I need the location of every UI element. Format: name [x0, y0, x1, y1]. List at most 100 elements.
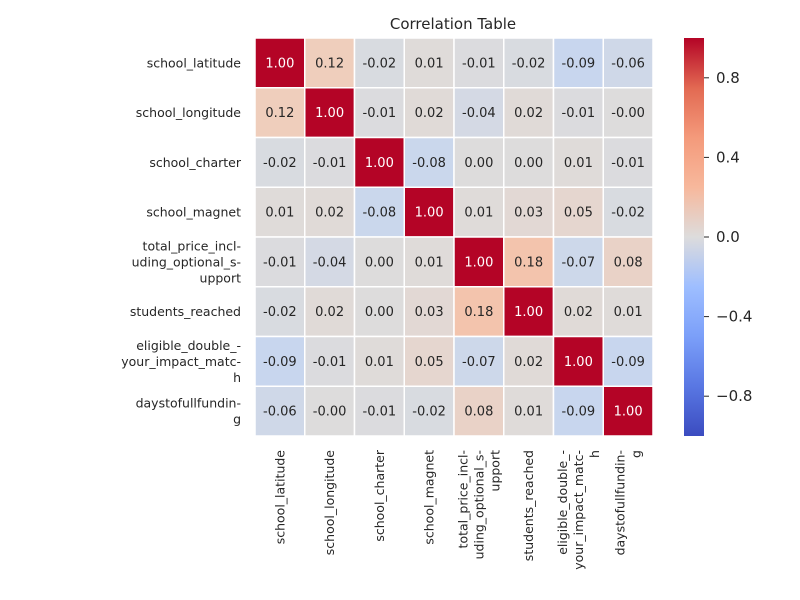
heatmap-cell — [503, 335, 555, 387]
heatmap-cell — [602, 87, 654, 139]
column-label: total_price_incl- — [455, 450, 470, 548]
row-labels: school_latitude school_longitude school_ch… — [121, 55, 242, 426]
heatmap-cell — [453, 335, 505, 387]
row-label: g — [233, 412, 241, 427]
column-label: school_magnet — [422, 450, 437, 545]
cell-value-label: -0.02 — [263, 305, 297, 320]
cell-value-label: -0.00 — [611, 106, 645, 121]
cell-value-label: 0.00 — [365, 305, 394, 320]
cell-value-label: -0.08 — [363, 206, 397, 221]
row-label: eligible_double_- — [136, 338, 241, 353]
cell-value-label: -0.08 — [412, 156, 446, 171]
heatmap-cell — [403, 236, 455, 288]
heatmap-cell — [602, 385, 654, 437]
cell-value-label: -0.02 — [611, 206, 645, 221]
cell-value-label: 0.02 — [415, 106, 444, 121]
cell-value-label: -0.01 — [363, 405, 397, 420]
cell-value-label: -0.02 — [363, 56, 397, 71]
cell-value-label: 1.00 — [514, 305, 543, 320]
column-label: upport — [487, 450, 502, 492]
column-labels: school_latitude school_longitude school_ch… — [272, 449, 643, 570]
cell-value-label: 0.03 — [415, 305, 444, 320]
cell-value-label: -0.02 — [512, 56, 546, 71]
cell-value-label: -0.04 — [462, 106, 496, 121]
colorbar: 0.8 0.4 0.0 −0.4 −0.8 — [684, 38, 752, 436]
heatmap-cell — [552, 335, 604, 387]
cell-value-label: 0.00 — [464, 156, 493, 171]
row-label: uding_optional_s- — [132, 254, 241, 269]
cell-value-label: -0.04 — [313, 255, 347, 270]
heatmap-cell — [353, 186, 405, 238]
cell-value-label: 0.08 — [614, 255, 643, 270]
heatmap-cells: 1.00 0.12 -0.02 0.01 -0.01 -0.02 -0.09 -0.06 0.1… — [254, 37, 654, 437]
heatmap-cell — [304, 335, 356, 387]
column-label: school_charter — [372, 449, 387, 542]
colorbar-tick-label: −0.4 — [716, 308, 752, 326]
cell-value-label: 1.00 — [564, 355, 593, 370]
cell-value-label: 0.12 — [265, 106, 294, 121]
heatmap-cell — [254, 37, 306, 89]
cell-value-label: -0.02 — [412, 405, 446, 420]
cell-value-label: 1.00 — [415, 206, 444, 221]
row-label: school_latitude — [147, 55, 242, 70]
heatmap-cell — [602, 335, 654, 387]
heatmap-cell — [254, 335, 306, 387]
heatmap-cell — [552, 136, 604, 188]
cell-value-label: -0.01 — [313, 156, 347, 171]
cell-value-label: 0.00 — [514, 156, 543, 171]
cell-value-label: 1.00 — [614, 405, 643, 420]
heatmap-cell — [453, 136, 505, 188]
cell-value-label: 1.00 — [464, 255, 493, 270]
heatmap-cell — [254, 136, 306, 188]
cell-value-label: 1.00 — [265, 56, 294, 71]
colorbar-tick-label: 0.0 — [716, 228, 740, 246]
heatmap-cell — [453, 385, 505, 437]
cell-value-label: -0.01 — [562, 106, 596, 121]
cell-value-label: 0.02 — [315, 305, 344, 320]
cell-value-label: 0.03 — [514, 206, 543, 221]
row-label: daystofullfundin- — [136, 396, 241, 411]
cell-value-label: 1.00 — [365, 156, 394, 171]
cell-value-label: 0.05 — [415, 355, 444, 370]
heatmap-cell — [353, 136, 405, 188]
column-label: g — [629, 450, 644, 458]
cell-value-label: -0.09 — [562, 405, 596, 420]
cell-value-label: -0.00 — [313, 405, 347, 420]
cell-value-label: 0.01 — [614, 305, 643, 320]
cell-value-label: -0.06 — [611, 56, 645, 71]
heatmap-cell — [552, 186, 604, 238]
row-label: total_price_incl- — [143, 238, 241, 253]
column-label: uding_optional_s- — [471, 450, 486, 559]
cell-value-label: -0.01 — [363, 106, 397, 121]
cell-value-label: -0.01 — [462, 56, 496, 71]
cell-value-label: 0.08 — [464, 405, 493, 420]
cell-value-label: 0.01 — [265, 206, 294, 221]
heatmap-cell — [602, 37, 654, 89]
row-label: school_longitude — [136, 105, 242, 120]
heatmap-cell — [304, 37, 356, 89]
colorbar-tick-label: 0.8 — [716, 69, 740, 87]
cell-value-label: 0.18 — [464, 305, 493, 320]
cell-value-label: 0.12 — [315, 56, 344, 71]
heatmap-cell — [353, 335, 405, 387]
cell-value-label: -0.09 — [263, 355, 297, 370]
cell-value-label: 0.01 — [415, 56, 444, 71]
heatmap-cell — [254, 385, 306, 437]
heatmap-cell — [503, 136, 555, 188]
column-label: school_latitude — [272, 450, 287, 545]
heatmap-cell — [403, 136, 455, 188]
heatmap-cell — [602, 286, 654, 338]
cell-value-label: 0.00 — [365, 255, 394, 270]
heatmap-cell — [304, 286, 356, 338]
cell-value-label: 0.02 — [564, 305, 593, 320]
column-label: daystofullfundin- — [613, 450, 628, 555]
column-label: students_reached — [521, 450, 536, 561]
heatmap-cell — [503, 385, 555, 437]
heatmap-cell — [503, 37, 555, 89]
cell-value-label: -0.09 — [562, 56, 596, 71]
cell-value-label: 0.02 — [315, 206, 344, 221]
cell-value-label: -0.02 — [263, 156, 297, 171]
colorbar-tick-label: 0.4 — [716, 148, 740, 166]
cell-value-label: -0.07 — [562, 255, 596, 270]
